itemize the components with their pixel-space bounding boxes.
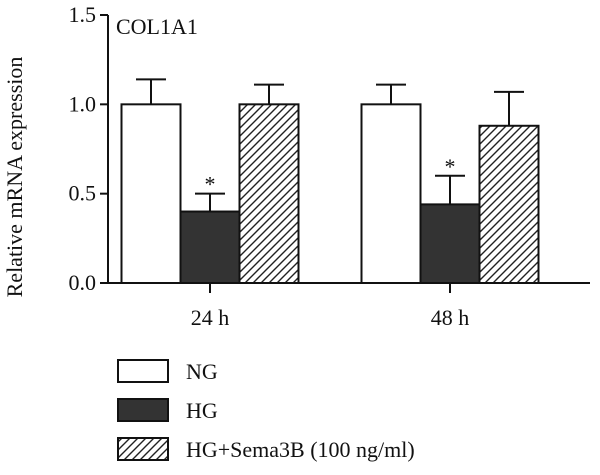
legend-label: NG xyxy=(186,359,218,384)
legend-label: HG+Sema3B (100 ng/ml) xyxy=(186,437,415,462)
y-tick-label: 1.5 xyxy=(69,2,97,27)
x-tick-label: 48 h xyxy=(431,305,470,330)
legend: NG HG HG+Sema3B (100 ng/ml) xyxy=(117,359,415,462)
legend-item: HG xyxy=(117,398,218,423)
y-tick-label: 0.5 xyxy=(69,181,97,206)
legend-label: HG xyxy=(186,398,218,423)
bar xyxy=(419,203,481,285)
significance-marker: * xyxy=(445,154,456,179)
bar xyxy=(120,103,182,285)
y-axis-label: Relative mRNA expression xyxy=(2,57,27,298)
axes: 0.0 0.5 1.0 1.5 24 h 48 h xyxy=(69,2,590,330)
x-tick-label: 24 h xyxy=(191,305,230,330)
legend-swatch xyxy=(117,359,169,383)
bar xyxy=(360,103,422,285)
y-tick-label: 0.0 xyxy=(69,270,97,295)
bars: ** xyxy=(120,78,540,285)
y-tick-label: 1.0 xyxy=(69,91,97,116)
chart-title: COL1A1 xyxy=(116,14,198,39)
significance-marker: * xyxy=(205,172,216,197)
legend-swatch xyxy=(117,398,169,422)
legend-item: NG xyxy=(117,359,218,384)
bar xyxy=(238,103,300,285)
plot-area: 0.00.51.01.524 h 48 h** xyxy=(69,2,590,330)
bar xyxy=(478,124,540,284)
legend-swatch xyxy=(117,437,169,461)
bar xyxy=(179,210,241,285)
legend-item: HG+Sema3B (100 ng/ml) xyxy=(117,437,415,462)
